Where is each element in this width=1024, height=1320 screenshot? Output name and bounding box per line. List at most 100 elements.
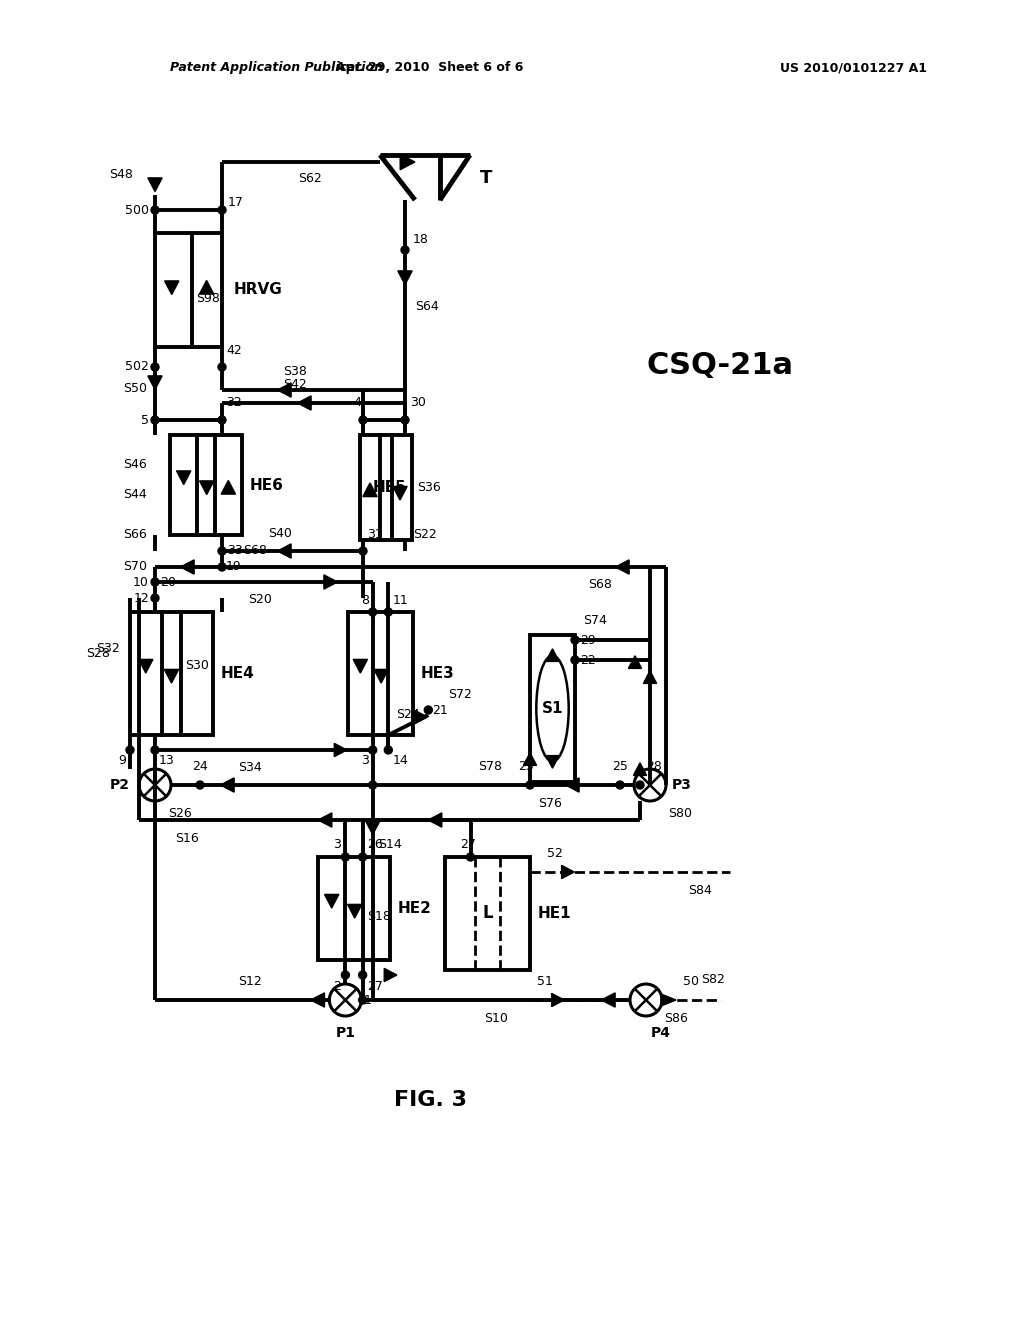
Text: HE3: HE3 — [421, 667, 455, 681]
Text: S76: S76 — [538, 797, 562, 810]
Circle shape — [359, 546, 367, 554]
Polygon shape — [428, 813, 441, 828]
Text: S38: S38 — [283, 366, 307, 378]
Text: 10: 10 — [133, 576, 150, 589]
Bar — [170, 436, 242, 535]
Text: S36: S36 — [417, 480, 440, 494]
Circle shape — [401, 416, 409, 424]
Circle shape — [384, 609, 392, 616]
Circle shape — [358, 997, 367, 1005]
Text: S18: S18 — [367, 909, 390, 923]
Polygon shape — [546, 649, 559, 661]
Polygon shape — [415, 710, 427, 723]
Polygon shape — [278, 544, 291, 558]
Polygon shape — [311, 993, 325, 1007]
Text: 3: 3 — [360, 754, 369, 767]
Text: S14: S14 — [378, 838, 401, 851]
Bar — [360, 436, 412, 540]
Polygon shape — [634, 763, 646, 775]
Text: S68: S68 — [243, 544, 267, 557]
Text: 28: 28 — [646, 760, 662, 774]
Circle shape — [369, 609, 377, 616]
Text: 33: 33 — [227, 544, 243, 557]
Polygon shape — [353, 660, 368, 673]
Text: 52: 52 — [547, 847, 563, 861]
Bar — [130, 612, 213, 735]
Polygon shape — [220, 777, 234, 792]
Text: FIG. 3: FIG. 3 — [393, 1090, 467, 1110]
Text: 13: 13 — [159, 754, 175, 767]
Polygon shape — [546, 755, 559, 768]
Text: CSQ-21a: CSQ-21a — [646, 351, 794, 380]
Circle shape — [151, 594, 159, 602]
Polygon shape — [393, 486, 408, 500]
Polygon shape — [180, 560, 195, 574]
Polygon shape — [561, 866, 574, 879]
Text: S16: S16 — [175, 832, 199, 845]
Text: 25: 25 — [612, 760, 628, 774]
Text: S34: S34 — [239, 762, 262, 774]
Text: HE6: HE6 — [250, 478, 284, 492]
Text: 8: 8 — [360, 594, 369, 606]
Circle shape — [218, 363, 226, 371]
Text: S80: S80 — [668, 807, 692, 820]
Text: S68: S68 — [588, 578, 612, 591]
Circle shape — [151, 206, 159, 214]
Text: 14: 14 — [392, 754, 408, 767]
Circle shape — [467, 853, 474, 861]
Text: S12: S12 — [239, 975, 262, 987]
Text: S40: S40 — [268, 527, 292, 540]
Polygon shape — [523, 752, 537, 766]
Text: S66: S66 — [123, 528, 147, 541]
Text: P3: P3 — [672, 777, 692, 792]
Text: 23: 23 — [518, 760, 534, 774]
Circle shape — [571, 636, 579, 644]
Circle shape — [341, 853, 349, 861]
Text: S64: S64 — [415, 300, 438, 313]
Text: 11: 11 — [392, 594, 408, 606]
Polygon shape — [147, 376, 162, 389]
Circle shape — [151, 578, 159, 586]
Text: 22: 22 — [580, 653, 596, 667]
Polygon shape — [565, 777, 580, 792]
Circle shape — [359, 416, 367, 424]
Text: 18: 18 — [413, 234, 429, 246]
Circle shape — [636, 781, 644, 789]
Polygon shape — [552, 994, 564, 1007]
Circle shape — [369, 781, 377, 789]
Circle shape — [151, 746, 159, 754]
Circle shape — [218, 564, 226, 572]
Polygon shape — [384, 969, 397, 982]
Polygon shape — [200, 480, 214, 495]
Text: 24: 24 — [193, 760, 208, 774]
Polygon shape — [324, 574, 338, 589]
Text: 3: 3 — [334, 838, 341, 851]
Text: Patent Application Publication: Patent Application Publication — [170, 62, 383, 74]
Text: 5: 5 — [141, 413, 150, 426]
Text: S70: S70 — [123, 561, 147, 573]
Polygon shape — [374, 669, 388, 682]
Text: HE2: HE2 — [398, 902, 432, 916]
Bar — [348, 612, 413, 735]
Bar — [445, 857, 530, 970]
Text: 4: 4 — [353, 396, 361, 409]
Text: S1: S1 — [542, 701, 563, 715]
Text: HE4: HE4 — [221, 667, 255, 681]
Text: 30: 30 — [410, 396, 426, 409]
Text: S20: S20 — [248, 593, 272, 606]
Text: S46: S46 — [123, 458, 147, 471]
Text: 29: 29 — [580, 634, 596, 647]
Text: S62: S62 — [298, 172, 322, 185]
Text: L: L — [482, 904, 493, 923]
Text: 50: 50 — [683, 975, 699, 987]
Polygon shape — [643, 671, 656, 684]
Text: S32: S32 — [96, 642, 120, 655]
Text: 17: 17 — [228, 195, 244, 209]
Text: 26: 26 — [367, 838, 382, 851]
Circle shape — [424, 706, 432, 714]
Text: S26: S26 — [168, 807, 191, 820]
Text: HE1: HE1 — [538, 906, 571, 921]
Text: S30: S30 — [185, 659, 209, 672]
Polygon shape — [398, 271, 412, 285]
Circle shape — [401, 246, 409, 253]
